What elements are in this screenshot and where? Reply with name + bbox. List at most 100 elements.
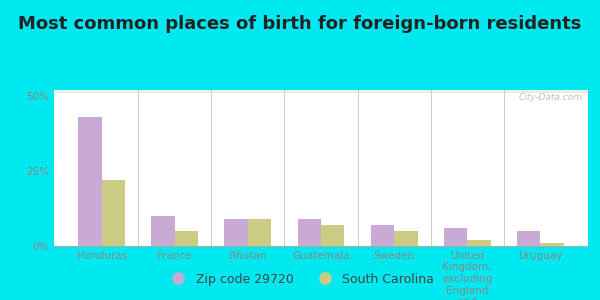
Bar (54, 91, 588, 92)
Bar (394, 231, 418, 246)
Bar (54, 90, 588, 92)
Bar (54, 91, 588, 93)
Bar (54, 91, 588, 92)
Bar (54, 91, 588, 92)
Bar (54, 90, 588, 92)
Bar (54, 90, 588, 92)
Bar (54, 91, 588, 92)
Bar (54, 91, 588, 93)
Bar (54, 91, 588, 92)
Bar (54, 90, 588, 92)
Bar (54, 91, 588, 92)
Bar (54, 91, 588, 92)
Bar (54, 91, 588, 92)
Bar (151, 216, 175, 246)
Bar (54, 90, 588, 92)
Bar (54, 91, 588, 93)
Bar (541, 243, 564, 246)
Bar (54, 91, 588, 93)
Bar (54, 91, 588, 92)
Bar (54, 90, 588, 92)
Bar (54, 90, 588, 92)
Bar (54, 91, 588, 92)
Bar (54, 91, 588, 92)
Bar (54, 91, 588, 92)
Bar (54, 91, 588, 93)
Bar (321, 225, 344, 246)
Bar (54, 91, 588, 92)
Bar (54, 91, 588, 93)
Bar (54, 91, 588, 92)
Bar (54, 90, 588, 92)
Bar (54, 90, 588, 92)
Bar (54, 92, 588, 93)
Bar (54, 90, 588, 92)
Bar (175, 231, 198, 246)
Text: Most common places of birth for foreign-born residents: Most common places of birth for foreign-… (19, 15, 581, 33)
Bar (54, 90, 588, 92)
Bar (54, 90, 588, 92)
Bar (54, 91, 588, 92)
Legend: Zip code 29720, South Carolina: Zip code 29720, South Carolina (161, 268, 439, 291)
Bar (54, 91, 588, 93)
Bar (54, 91, 588, 92)
Bar (298, 219, 321, 246)
Bar (54, 91, 588, 92)
Bar (54, 90, 588, 92)
Bar (54, 92, 588, 93)
Bar (54, 92, 588, 93)
Bar (224, 219, 248, 246)
Bar (54, 90, 588, 92)
Bar (54, 91, 588, 93)
Bar (54, 90, 588, 92)
Bar (467, 240, 491, 246)
Bar (54, 90, 588, 92)
Bar (54, 91, 588, 93)
Bar (54, 91, 588, 93)
Bar (54, 90, 588, 92)
Bar (54, 92, 588, 93)
Bar (54, 91, 588, 92)
Bar (54, 92, 588, 93)
Bar (54, 91, 588, 92)
Bar (54, 92, 588, 93)
Bar (54, 92, 588, 93)
Bar (54, 90, 588, 92)
Bar (54, 90, 588, 92)
Bar (54, 91, 588, 92)
Bar (54, 92, 588, 93)
Bar (54, 91, 588, 92)
Bar (54, 90, 588, 92)
Bar (54, 90, 588, 92)
Bar (54, 91, 588, 93)
Bar (54, 90, 588, 92)
Bar (54, 91, 588, 93)
Bar (54, 90, 588, 92)
Bar (78, 117, 101, 246)
Bar (54, 91, 588, 93)
Bar (371, 225, 394, 246)
Bar (517, 231, 541, 246)
Bar (444, 228, 467, 246)
Bar (54, 91, 588, 92)
Bar (54, 90, 588, 92)
Text: City-Data.com: City-Data.com (518, 93, 583, 102)
Bar (54, 91, 588, 92)
Bar (54, 90, 588, 92)
Bar (54, 91, 588, 92)
Bar (54, 91, 588, 93)
Bar (54, 91, 588, 93)
Bar (54, 92, 588, 93)
Bar (54, 91, 588, 93)
Bar (54, 92, 588, 93)
Bar (54, 91, 588, 93)
Bar (54, 91, 588, 93)
Bar (248, 219, 271, 246)
Bar (54, 91, 588, 92)
Bar (54, 92, 588, 93)
Bar (54, 91, 588, 92)
Bar (54, 91, 588, 93)
Bar (54, 90, 588, 92)
Bar (54, 91, 588, 93)
Bar (54, 91, 588, 92)
